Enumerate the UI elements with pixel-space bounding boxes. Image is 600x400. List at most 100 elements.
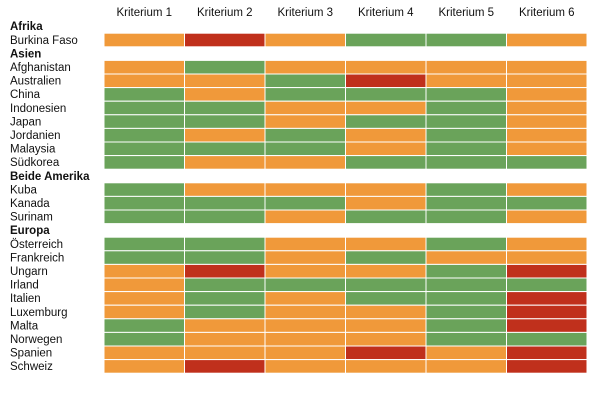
heatmap-cell xyxy=(264,73,346,89)
group-label: Europa xyxy=(10,225,50,237)
heatmap-cell xyxy=(506,277,588,293)
heatmap-cell xyxy=(425,318,507,333)
heatmap-cell xyxy=(264,345,346,361)
heatmap-cell xyxy=(103,277,185,293)
heatmap-cell xyxy=(506,32,588,48)
row-label: Irland xyxy=(10,280,39,292)
heatmap-cell xyxy=(506,141,588,157)
heatmap-cell xyxy=(184,359,266,374)
row-label: Jordanien xyxy=(10,130,61,142)
heatmap-cell xyxy=(103,195,185,211)
heatmap-cell xyxy=(506,100,588,116)
heatmap-cell xyxy=(345,32,427,48)
heatmap-cell xyxy=(345,100,427,116)
group-label: Asien xyxy=(10,48,41,60)
column-header: Kriterium 5 xyxy=(438,7,494,19)
heatmap-cell xyxy=(506,359,588,374)
heatmap-cell xyxy=(506,87,588,102)
heatmap-cell xyxy=(506,345,588,361)
heatmap-cell xyxy=(345,236,427,252)
row-label: Schweiz xyxy=(10,361,53,373)
heatmap-cell xyxy=(425,359,507,374)
row-label: Frankreich xyxy=(10,252,64,264)
heatmap-cell xyxy=(264,127,346,143)
heatmap-cell xyxy=(184,141,266,157)
heatmap-cell xyxy=(345,277,427,293)
heatmap-cell xyxy=(345,59,427,75)
row-label: Afghanistan xyxy=(10,62,71,74)
heatmap-cell xyxy=(264,263,346,279)
row-label: Ungarn xyxy=(10,266,48,278)
heatmap-cell xyxy=(103,250,185,265)
heatmap-cell xyxy=(425,127,507,143)
heatmap-cell xyxy=(506,331,588,347)
heatmap-cell xyxy=(264,331,346,347)
heatmap-cell xyxy=(264,209,346,225)
heatmap-cell xyxy=(506,127,588,143)
heatmap-cell xyxy=(345,250,427,265)
heatmap-cell xyxy=(184,32,266,48)
heatmap-cell xyxy=(103,345,185,361)
heatmap-cell xyxy=(103,331,185,347)
heatmap-cell xyxy=(425,141,507,157)
heatmap-cell xyxy=(506,263,588,279)
heatmap-cell xyxy=(425,236,507,252)
heatmap-cell xyxy=(425,195,507,211)
group-label: Afrika xyxy=(10,21,43,33)
heatmap-cell xyxy=(103,318,185,333)
heatmap-cell xyxy=(264,59,346,75)
heatmap-cell xyxy=(425,277,507,293)
heatmap-cell xyxy=(264,182,346,197)
heatmap-cell xyxy=(103,304,185,320)
heatmap-cell xyxy=(345,209,427,225)
heatmap-cell xyxy=(184,87,266,102)
row-label: Japan xyxy=(10,116,41,128)
heatmap-cell xyxy=(506,236,588,252)
heatmap-cell xyxy=(103,87,185,102)
heatmap-cell xyxy=(103,114,185,129)
heatmap-cell xyxy=(506,73,588,89)
heatmap-cell xyxy=(184,345,266,361)
heatmap-cell xyxy=(506,182,588,197)
heatmap-cell xyxy=(506,304,588,320)
heatmap-cell xyxy=(103,359,185,374)
row-label: Kanada xyxy=(10,198,50,210)
heatmap-cell xyxy=(425,250,507,265)
heatmap-cell xyxy=(345,345,427,361)
heatmap-cell xyxy=(264,32,346,48)
heatmap-cell xyxy=(506,114,588,129)
heatmap-cell xyxy=(103,155,185,170)
heatmap-cell xyxy=(506,155,588,170)
row-label: Luxemburg xyxy=(10,307,68,319)
row-label: Indonesien xyxy=(10,103,66,115)
heatmap-cell xyxy=(184,195,266,211)
column-header: Kriterium 3 xyxy=(277,7,333,19)
heatmap-cell xyxy=(506,195,588,211)
heatmap-cell xyxy=(184,209,266,225)
heatmap-cell xyxy=(184,331,266,347)
heatmap-cell xyxy=(264,359,346,374)
heatmap-cell xyxy=(345,114,427,129)
heatmap-cell xyxy=(425,32,507,48)
heatmap-cell xyxy=(345,195,427,211)
row-label: Spanien xyxy=(10,348,52,360)
heatmap-cell xyxy=(506,318,588,333)
heatmap-cell xyxy=(264,195,346,211)
heatmap-cell xyxy=(184,304,266,320)
heatmap-cell xyxy=(345,127,427,143)
group-label: Beide Amerika xyxy=(10,171,90,183)
heatmap-cell xyxy=(103,236,185,252)
heatmap-cell xyxy=(184,127,266,143)
row-label: Malaysia xyxy=(10,144,56,156)
heatmap-cell xyxy=(264,277,346,293)
row-label: Italien xyxy=(10,293,41,305)
column-header: Kriterium 2 xyxy=(197,7,253,19)
heatmap-cell xyxy=(264,100,346,116)
heatmap-cell xyxy=(103,32,185,48)
heatmap-cell xyxy=(345,318,427,333)
heatmap-cell xyxy=(264,114,346,129)
heatmap-cell xyxy=(184,291,266,306)
heatmap-cell xyxy=(506,250,588,265)
heatmap-cell xyxy=(184,59,266,75)
row-label: Australien xyxy=(10,76,61,88)
